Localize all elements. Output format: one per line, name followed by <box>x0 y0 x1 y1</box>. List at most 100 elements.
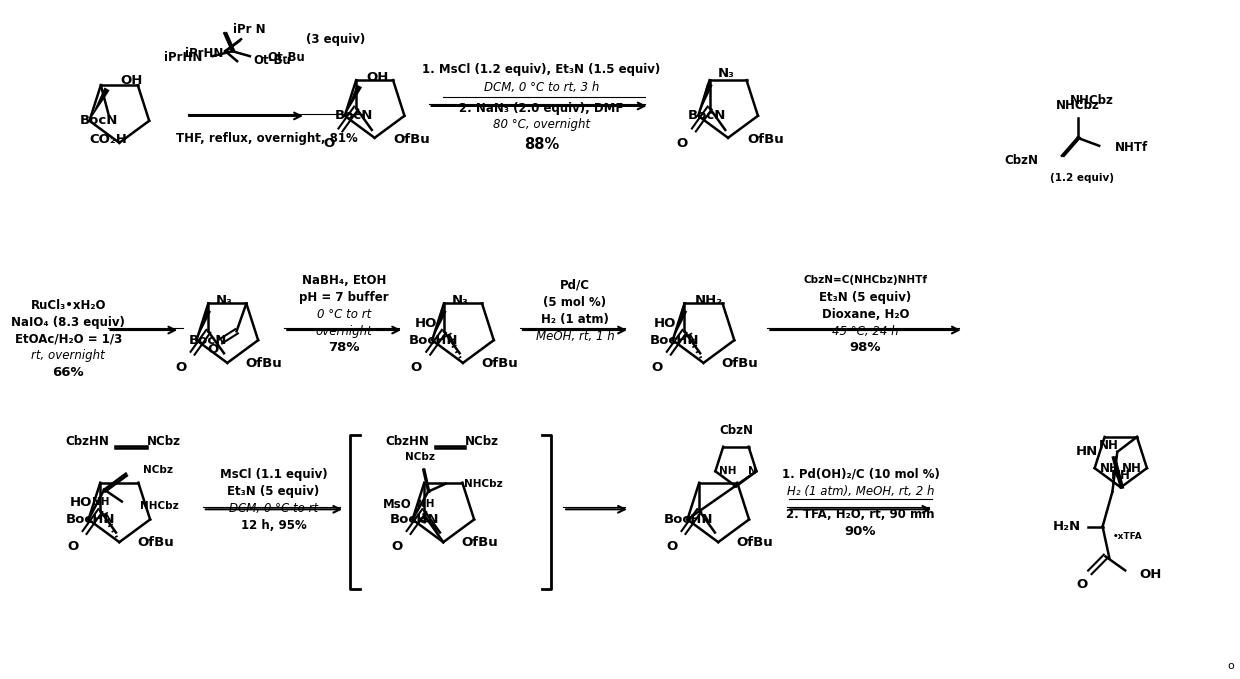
Text: (1.2 equiv): (1.2 equiv) <box>1049 172 1114 183</box>
Text: 0 °C to rt: 0 °C to rt <box>317 308 371 320</box>
Text: BocN: BocN <box>335 109 373 122</box>
Text: NH: NH <box>418 498 435 509</box>
Polygon shape <box>196 309 211 340</box>
Text: NH: NH <box>93 496 110 507</box>
Text: NH: NH <box>719 466 737 476</box>
Text: 2. NaN₃ (2.0 equiv), DMF: 2. NaN₃ (2.0 equiv), DMF <box>459 103 624 115</box>
Text: HO: HO <box>69 496 92 509</box>
Text: •xTFA: •xTFA <box>1112 532 1142 540</box>
Text: Pd/C: Pd/C <box>560 278 590 292</box>
Text: NH: NH <box>1122 462 1142 475</box>
Text: CbzN=C(NHCbz)NHTf: CbzN=C(NHCbz)NHTf <box>804 275 928 285</box>
Text: pH = 7 buffer: pH = 7 buffer <box>299 291 389 304</box>
Text: 88%: 88% <box>523 137 559 152</box>
Text: NCbz: NCbz <box>144 464 174 475</box>
Text: NHCbz: NHCbz <box>140 500 179 511</box>
Text: N: N <box>748 466 756 476</box>
Text: 45 °C, 24 h: 45 °C, 24 h <box>832 325 899 337</box>
Text: iPr N: iPr N <box>233 23 265 36</box>
Text: BocHN: BocHN <box>66 513 115 526</box>
Text: O: O <box>322 137 335 151</box>
Text: 78%: 78% <box>329 342 360 354</box>
Text: MsCl (1.1 equiv): MsCl (1.1 equiv) <box>219 468 327 481</box>
Text: BocN: BocN <box>188 333 227 347</box>
Text: HO: HO <box>653 316 676 329</box>
Text: H₂N: H₂N <box>1053 520 1081 533</box>
Text: OfBu: OfBu <box>746 134 784 147</box>
Text: O: O <box>677 137 688 151</box>
Polygon shape <box>89 88 109 121</box>
Text: o: o <box>1226 661 1234 671</box>
Text: Et₃N (5 equiv): Et₃N (5 equiv) <box>820 291 911 304</box>
Text: BocHN: BocHN <box>665 513 714 526</box>
Text: N₃: N₃ <box>216 294 233 307</box>
Text: iPrHN: iPrHN <box>165 51 203 64</box>
Polygon shape <box>698 83 713 116</box>
Text: Et₃N (5 equiv): Et₃N (5 equiv) <box>227 485 320 498</box>
Text: CbzHN: CbzHN <box>66 435 109 448</box>
Text: Ot-Bu: Ot-Bu <box>254 54 291 67</box>
Polygon shape <box>345 85 362 116</box>
Text: NaIO₄ (8.3 equiv): NaIO₄ (8.3 equiv) <box>11 316 125 329</box>
Text: NHCbz: NHCbz <box>464 479 502 489</box>
Text: HN: HN <box>1075 445 1097 458</box>
Text: OfBu: OfBu <box>138 536 175 549</box>
Text: BocHN: BocHN <box>389 513 439 526</box>
Text: CbzHN: CbzHN <box>386 435 429 448</box>
Text: THF, reflux, overnight, 81%: THF, reflux, overnight, 81% <box>176 132 357 145</box>
Text: DCM, 0 °C to rt: DCM, 0 °C to rt <box>229 502 317 515</box>
Text: CbzN: CbzN <box>719 424 753 437</box>
Text: N₃: N₃ <box>718 67 734 81</box>
Text: BocN: BocN <box>688 109 727 122</box>
Text: MsO: MsO <box>383 498 412 511</box>
Text: OH: OH <box>366 71 388 84</box>
FancyArrowPatch shape <box>419 517 438 534</box>
Polygon shape <box>672 309 687 340</box>
Text: OfBu: OfBu <box>722 356 759 369</box>
Text: HO: HO <box>415 316 438 329</box>
Text: 2. TFA, H₂O, rt, 90 min: 2. TFA, H₂O, rt, 90 min <box>786 508 935 521</box>
Text: NCbz: NCbz <box>465 435 498 448</box>
Text: Dioxane, H₂O: Dioxane, H₂O <box>822 308 909 320</box>
Text: NH₂: NH₂ <box>694 294 723 307</box>
Text: OfBu: OfBu <box>461 536 498 549</box>
Text: overnight: overnight <box>316 325 372 337</box>
Text: NHCbz: NHCbz <box>1055 99 1100 113</box>
Text: NHTf: NHTf <box>1115 141 1148 154</box>
Text: (5 mol %): (5 mol %) <box>543 295 606 309</box>
Text: O: O <box>651 361 662 373</box>
Text: O: O <box>1076 578 1087 591</box>
Text: BocN: BocN <box>79 114 118 127</box>
Text: iPrHN: iPrHN <box>185 47 223 60</box>
Text: H₂ (1 atm), MeOH, rt, 2 h: H₂ (1 atm), MeOH, rt, 2 h <box>787 485 935 498</box>
Text: 12 h, 95%: 12 h, 95% <box>241 519 306 532</box>
Text: NCbz: NCbz <box>405 452 435 462</box>
Text: rt, overnight: rt, overnight <box>31 350 105 363</box>
Text: OfBu: OfBu <box>246 356 283 369</box>
Text: O: O <box>666 540 677 553</box>
Text: CO₂H: CO₂H <box>89 133 128 146</box>
Text: OfBu: OfBu <box>393 134 430 147</box>
Text: O: O <box>410 361 422 373</box>
Text: NCbz: NCbz <box>146 435 181 448</box>
Text: BocHN: BocHN <box>409 333 459 347</box>
Text: NHCbz: NHCbz <box>1069 94 1114 107</box>
Text: NH: NH <box>1100 462 1120 475</box>
Text: OH: OH <box>120 75 144 88</box>
Text: 1. MsCl (1.2 equiv), Et₃N (1.5 equiv): 1. MsCl (1.2 equiv), Et₃N (1.5 equiv) <box>423 62 661 75</box>
Text: BocHN: BocHN <box>650 333 699 347</box>
Text: OH: OH <box>1138 568 1162 581</box>
Text: 1. Pd(OH)₂/C (10 mol %): 1. Pd(OH)₂/C (10 mol %) <box>781 468 940 481</box>
Text: 98%: 98% <box>849 342 882 354</box>
Text: NH: NH <box>1111 469 1131 482</box>
Text: O: O <box>175 361 186 373</box>
Text: RuCl₃•xH₂O: RuCl₃•xH₂O <box>31 299 105 312</box>
Text: NH: NH <box>1099 439 1118 452</box>
Text: 80 °C, overnight: 80 °C, overnight <box>494 118 590 131</box>
Text: OfBu: OfBu <box>481 356 518 369</box>
Text: O: O <box>67 540 78 553</box>
Text: O: O <box>207 343 218 356</box>
Text: EtOAc/H₂O = 1/3: EtOAc/H₂O = 1/3 <box>15 333 122 346</box>
Polygon shape <box>433 309 446 340</box>
Text: O: O <box>391 540 403 553</box>
